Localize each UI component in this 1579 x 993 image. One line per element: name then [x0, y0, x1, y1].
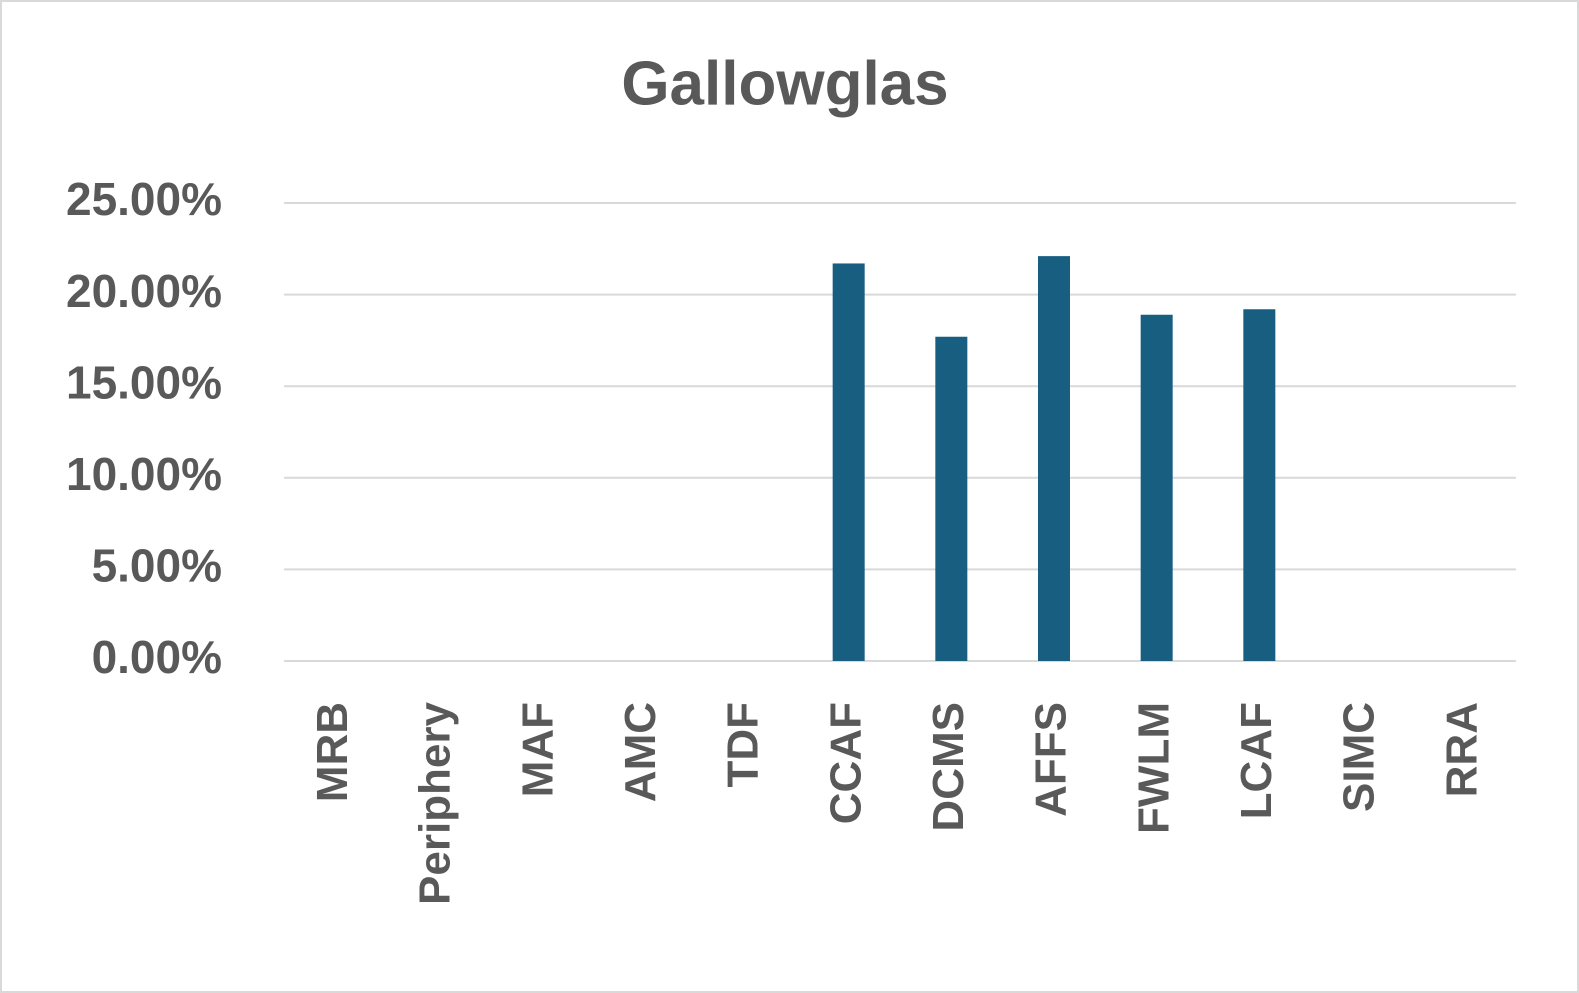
- chart-title: Gallowglas: [621, 49, 948, 118]
- x-tick-label: MRB: [308, 702, 357, 802]
- y-tick-label: 20.00%: [66, 265, 222, 317]
- x-tick-label: FWLM: [1129, 702, 1178, 834]
- y-tick-label: 10.00%: [66, 448, 222, 500]
- x-tick-label: TDF: [719, 702, 768, 788]
- bar: [832, 263, 865, 661]
- y-tick-label: 15.00%: [66, 356, 222, 408]
- x-tick-label: LCAF: [1232, 702, 1281, 819]
- x-tick-label: AFFS: [1027, 702, 1076, 817]
- x-tick-label: Periphery: [411, 701, 460, 905]
- x-tick-label: DCMS: [924, 702, 973, 832]
- bar: [1243, 309, 1276, 661]
- x-tick-label: CCAF: [821, 702, 870, 824]
- y-tick-label: 25.00%: [66, 173, 222, 225]
- bar: [1140, 314, 1173, 661]
- x-tick-label: AMC: [616, 702, 665, 802]
- y-tick-label: 0.00%: [92, 631, 222, 683]
- x-tick-label: RRA: [1437, 702, 1486, 797]
- bar: [1038, 256, 1070, 661]
- y-tick-label: 5.00%: [92, 540, 222, 592]
- x-tick-label: SIMC: [1335, 702, 1384, 812]
- bar: [935, 336, 968, 661]
- x-tick-label: MAF: [513, 702, 562, 797]
